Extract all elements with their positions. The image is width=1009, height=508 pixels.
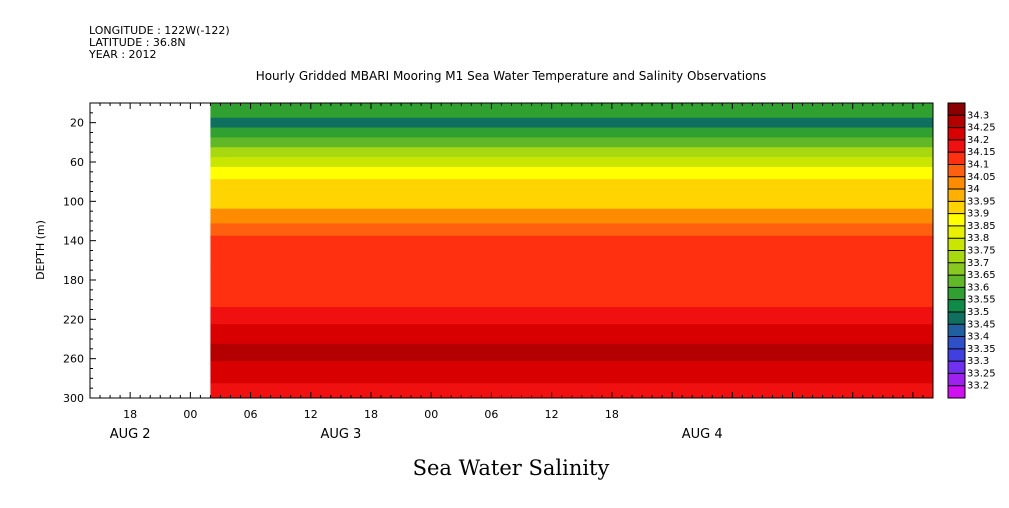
x-tick-label: 12 xyxy=(304,408,318,421)
colorbar-swatch xyxy=(948,164,965,178)
colorbar-swatch xyxy=(948,201,965,215)
colorbar-label: 34.1 xyxy=(967,159,989,170)
colorbar: 34.334.2534.234.1534.134.053433.9533.933… xyxy=(947,102,996,399)
date-label: AUG 4 xyxy=(682,427,723,442)
colorbar-swatch xyxy=(948,152,965,165)
colorbar-label: 33.55 xyxy=(967,295,996,306)
x-tick-label: 18 xyxy=(123,408,137,421)
colorbar-swatch xyxy=(948,348,965,362)
colorbar-label: 33.8 xyxy=(967,233,989,244)
salinity-band xyxy=(210,307,933,325)
x-axis: 18 00 06 12 18 00 06 12 18 AUG 2 AUG 3 AUG 4 xyxy=(99,103,924,442)
y-tick-label: 100 xyxy=(63,195,84,208)
colorbar-label: 33.4 xyxy=(967,332,989,343)
colorbar-swatch xyxy=(948,311,965,325)
colorbar-label: 33.45 xyxy=(967,319,996,330)
salinity-band xyxy=(210,235,933,271)
salinity-band xyxy=(210,179,933,195)
colorbar-swatch xyxy=(948,103,965,116)
salinity-band xyxy=(210,270,933,308)
colorbar-swatch xyxy=(948,127,965,141)
colorbar-label: 33.65 xyxy=(967,270,996,281)
colorbar-swatch xyxy=(948,324,965,338)
salinity-band xyxy=(210,147,933,158)
salinity-band xyxy=(210,137,933,148)
salinity-band xyxy=(210,208,933,225)
colorbar-label: 33.75 xyxy=(967,246,996,257)
date-label: AUG 2 xyxy=(110,427,151,442)
year-label: YEAR : 2012 xyxy=(89,48,157,61)
chart-title: Hourly Gridded MBARI Mooring M1 Sea Wate… xyxy=(256,69,767,83)
y-tick-label: 60 xyxy=(70,156,84,169)
salinity-band xyxy=(210,223,933,237)
colorbar-swatch xyxy=(948,361,965,374)
latitude-label: LATITUDE : 36.8N xyxy=(89,36,186,49)
y-tick-label: 20 xyxy=(70,117,84,130)
colorbar-label: 33.95 xyxy=(967,196,996,207)
bottom-title: Sea Water Salinity xyxy=(413,456,610,480)
colorbar-label: 34.25 xyxy=(967,123,996,134)
salinity-band xyxy=(210,193,933,210)
y-axis-label: DEPTH (m) xyxy=(34,220,47,280)
colorbar-swatch xyxy=(948,336,965,350)
colorbar-swatch xyxy=(948,275,965,288)
colorbar-label: 33.3 xyxy=(967,356,989,367)
colorbar-label: 34.05 xyxy=(967,172,996,183)
colorbar-swatch xyxy=(948,213,965,227)
colorbar-swatch xyxy=(948,299,965,313)
colorbar-label: 34.2 xyxy=(967,135,989,146)
salinity-band xyxy=(210,361,933,384)
longitude-label: LONGITUDE : 122W(-122) xyxy=(89,24,230,37)
salinity-band xyxy=(210,117,933,129)
y-axis: 20 60 100 140 180 220 260 300 xyxy=(63,102,96,405)
x-tick-label: 00 xyxy=(424,408,438,421)
colorbar-swatch xyxy=(948,189,965,202)
salinity-field xyxy=(210,103,933,398)
colorbar-label: 33.85 xyxy=(967,221,996,232)
colorbar-swatch xyxy=(948,115,965,129)
colorbar-swatch xyxy=(948,262,965,276)
colorbar-label: 33.35 xyxy=(967,344,996,355)
colorbar-label: 34.3 xyxy=(967,110,989,121)
colorbar-swatch xyxy=(948,139,965,153)
salinity-band xyxy=(210,157,933,168)
colorbar-swatch xyxy=(948,287,965,301)
colorbar-label: 33.25 xyxy=(967,368,996,379)
x-tick-label: 06 xyxy=(244,408,258,421)
x-tick-label: 06 xyxy=(484,408,498,421)
colorbar-label: 34 xyxy=(967,184,980,195)
y-tick-label: 180 xyxy=(63,274,84,287)
x-tick-label: 18 xyxy=(605,408,619,421)
colorbar-label: 34.15 xyxy=(967,147,996,158)
date-label: AUG 3 xyxy=(320,427,361,442)
colorbar-label: 33.7 xyxy=(967,258,989,269)
x-tick-label: 12 xyxy=(545,408,559,421)
salinity-band xyxy=(210,127,933,139)
colorbar-swatch xyxy=(948,176,965,190)
colorbar-label: 33.9 xyxy=(967,209,989,220)
colorbar-swatch xyxy=(948,225,965,239)
salinity-band xyxy=(210,324,933,345)
colorbar-swatch xyxy=(948,373,965,387)
y-tick-label: 300 xyxy=(63,392,84,405)
y-tick-label: 140 xyxy=(63,235,84,248)
y-tick-label: 220 xyxy=(63,313,84,326)
colorbar-label: 33.5 xyxy=(967,307,989,318)
colorbar-swatch xyxy=(948,385,965,399)
colorbar-label: 33.2 xyxy=(967,381,989,392)
salinity-band xyxy=(210,383,933,398)
salinity-band xyxy=(210,103,933,119)
colorbar-swatch xyxy=(948,250,965,264)
y-tick-label: 260 xyxy=(63,353,84,366)
salinity-band xyxy=(210,343,933,362)
salinity-band xyxy=(210,166,933,180)
x-tick-label: 00 xyxy=(183,408,197,421)
colorbar-label: 33.6 xyxy=(967,282,989,293)
x-tick-label: 18 xyxy=(364,408,378,421)
colorbar-swatch xyxy=(948,238,965,251)
